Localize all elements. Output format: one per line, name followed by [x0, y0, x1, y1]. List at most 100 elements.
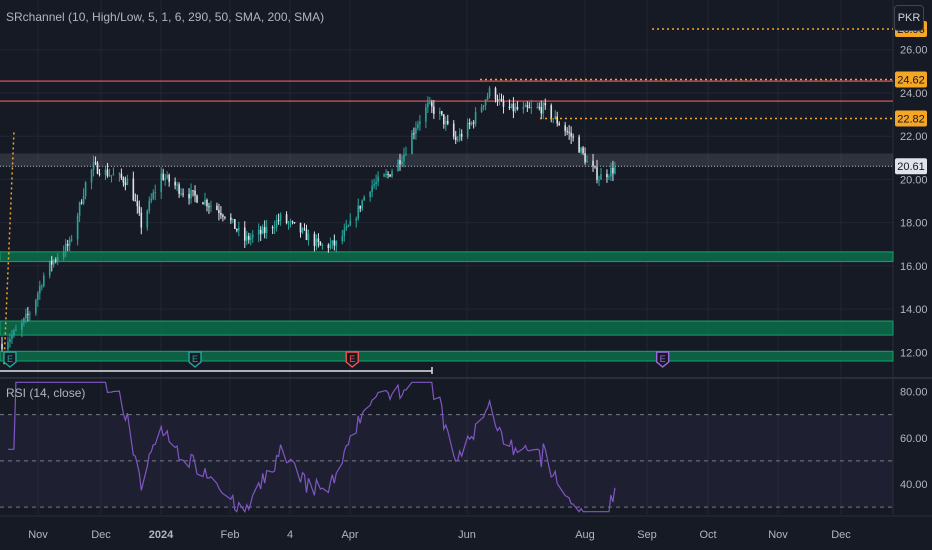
candle[interactable] — [124, 182, 127, 185]
candle[interactable] — [247, 235, 250, 240]
candle[interactable] — [556, 116, 559, 124]
earnings-marker[interactable] — [3, 351, 17, 368]
indicator-label[interactable]: SRchannel (10, High/Low, 5, 1, 6, 290, 5… — [6, 10, 325, 24]
candle[interactable] — [474, 111, 477, 124]
candle[interactable] — [391, 171, 393, 177]
candle[interactable] — [90, 169, 93, 183]
candle[interactable] — [98, 173, 101, 175]
candle[interactable] — [194, 190, 196, 196]
candle[interactable] — [612, 167, 614, 174]
candle[interactable] — [598, 179, 600, 181]
candle[interactable] — [299, 222, 302, 233]
candle[interactable] — [399, 160, 401, 165]
candle[interactable] — [136, 201, 139, 207]
candle[interactable] — [361, 200, 363, 209]
candle[interactable] — [208, 206, 210, 208]
candle[interactable] — [345, 226, 348, 230]
candle[interactable] — [570, 132, 572, 137]
candle[interactable] — [11, 335, 13, 340]
candle[interactable] — [550, 105, 553, 119]
candle[interactable] — [524, 105, 527, 107]
candle[interactable] — [359, 205, 361, 209]
candle[interactable] — [580, 147, 582, 153]
candle[interactable] — [66, 243, 69, 246]
candle[interactable] — [586, 160, 588, 163]
candle[interactable] — [425, 107, 427, 122]
candle[interactable] — [442, 114, 445, 125]
candle[interactable] — [329, 243, 332, 249]
candle[interactable] — [375, 181, 377, 185]
candle[interactable] — [566, 131, 568, 133]
candle[interactable] — [466, 122, 469, 137]
sr-zone[interactable] — [0, 153, 893, 167]
candle[interactable] — [224, 216, 226, 218]
candle[interactable] — [301, 228, 304, 233]
candle[interactable] — [243, 227, 246, 241]
candle[interactable] — [232, 219, 234, 221]
candle[interactable] — [427, 102, 429, 108]
candle[interactable] — [216, 205, 218, 210]
candle[interactable] — [558, 123, 560, 126]
candle[interactable] — [347, 225, 350, 227]
candle[interactable] — [220, 213, 222, 216]
candle[interactable] — [96, 163, 99, 174]
candle[interactable] — [377, 176, 379, 182]
candle[interactable] — [371, 185, 373, 192]
candle[interactable] — [411, 133, 413, 155]
candle[interactable] — [154, 192, 157, 194]
candle[interactable] — [271, 227, 274, 229]
candle[interactable] — [401, 161, 403, 165]
candle[interactable] — [150, 198, 153, 201]
candle[interactable] — [291, 221, 294, 223]
candle[interactable] — [54, 260, 57, 262]
support-zone[interactable] — [0, 251, 894, 263]
candle[interactable] — [614, 167, 616, 174]
candle[interactable] — [70, 239, 73, 241]
candle[interactable] — [82, 195, 85, 204]
candle[interactable] — [596, 167, 598, 180]
candle[interactable] — [287, 222, 290, 224]
trend-line[interactable] — [3, 131, 15, 365]
candle[interactable] — [508, 106, 511, 108]
candle[interactable] — [265, 227, 268, 234]
candle[interactable] — [263, 227, 266, 234]
candle[interactable] — [482, 105, 485, 107]
candle[interactable] — [7, 341, 9, 350]
candle[interactable] — [592, 160, 594, 167]
currency-button[interactable]: PKR — [894, 5, 924, 31]
candle[interactable] — [238, 227, 240, 231]
candle[interactable] — [568, 131, 570, 133]
candle[interactable] — [480, 106, 483, 112]
candle[interactable] — [554, 116, 557, 119]
candle[interactable] — [234, 219, 236, 229]
candle[interactable] — [369, 191, 371, 197]
candle[interactable] — [307, 233, 310, 240]
candle[interactable] — [21, 322, 23, 331]
candle[interactable] — [164, 178, 166, 180]
candle[interactable] — [249, 237, 252, 240]
candle[interactable] — [510, 103, 513, 108]
candle[interactable] — [134, 200, 137, 202]
candle[interactable] — [35, 299, 37, 314]
candle[interactable] — [429, 102, 431, 104]
candle[interactable] — [582, 147, 584, 154]
candle[interactable] — [210, 205, 212, 207]
candle[interactable] — [540, 107, 543, 114]
candle[interactable] — [76, 215, 79, 240]
candle[interactable] — [456, 139, 459, 141]
candle[interactable] — [148, 200, 151, 212]
candle[interactable] — [544, 102, 547, 106]
candle[interactable] — [84, 182, 87, 196]
candle[interactable] — [578, 136, 580, 153]
rsi-line[interactable] — [8, 381, 616, 514]
candle[interactable] — [78, 202, 81, 216]
candle[interactable] — [564, 125, 566, 132]
candle[interactable] — [516, 106, 519, 110]
candle[interactable] — [333, 240, 336, 246]
candle[interactable] — [110, 175, 113, 177]
candle[interactable] — [305, 229, 308, 240]
candle[interactable] — [9, 339, 11, 342]
candle[interactable] — [293, 222, 296, 224]
candle[interactable] — [289, 221, 292, 223]
candle[interactable] — [419, 121, 421, 125]
